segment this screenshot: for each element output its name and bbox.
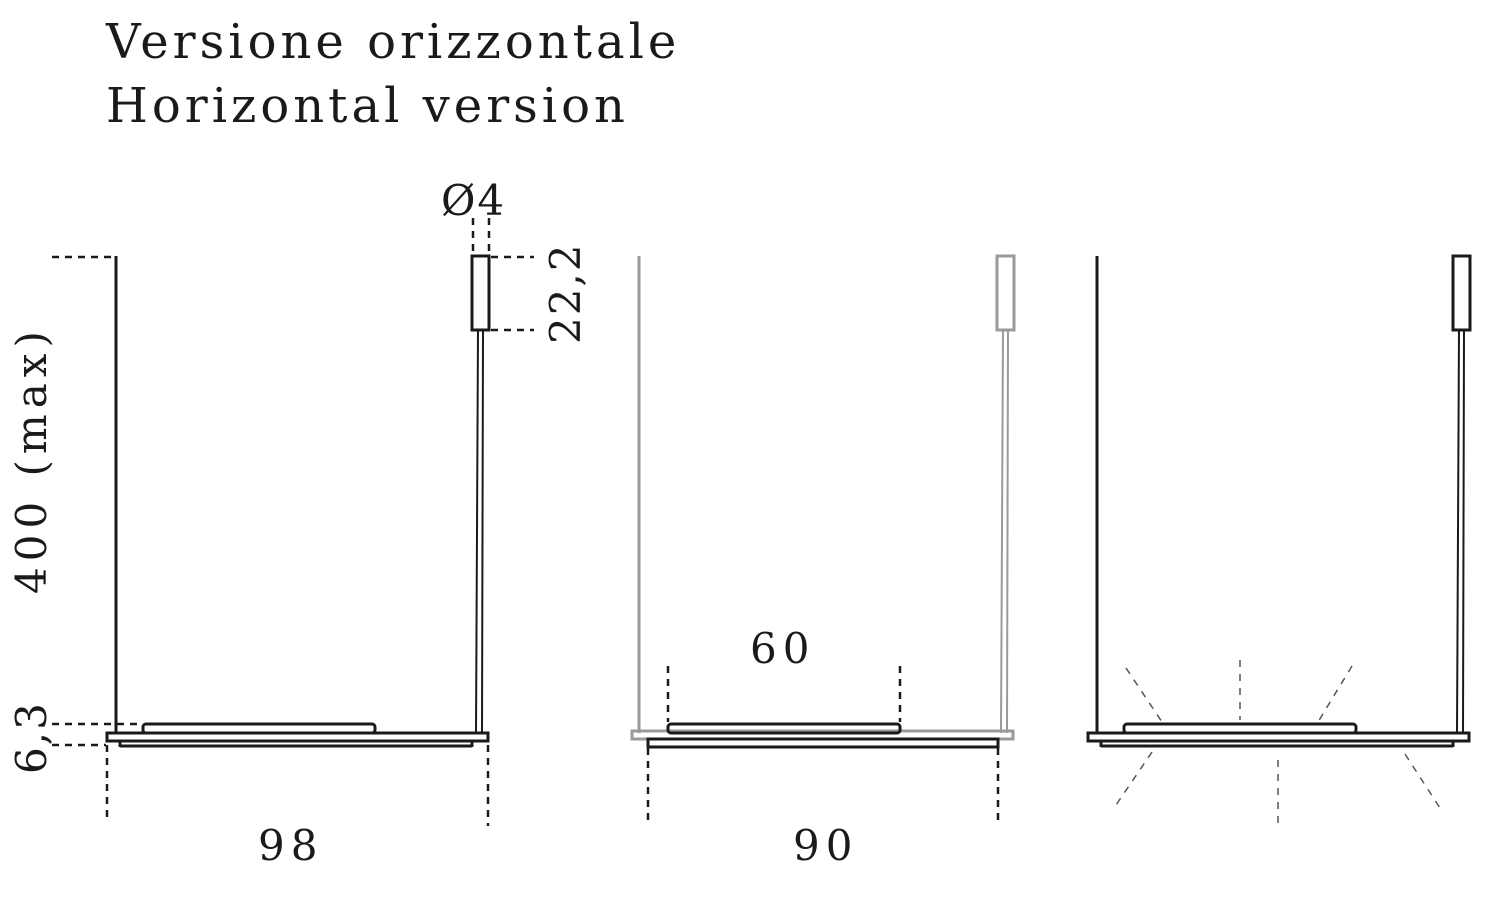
diffuser-width-label: 60 — [750, 624, 815, 673]
left-power-cord — [475, 329, 484, 734]
title-block: Versione orizzontale Horizontal version — [106, 10, 680, 138]
left-view: Ø4 22,2 400 (max) 6,3 98 — [7, 176, 590, 870]
canopy-height-label: 22,2 — [541, 242, 590, 344]
middle-lamp-base — [646, 737, 1000, 749]
left-ceiling-canopy — [470, 254, 491, 332]
width-left-label: 98 — [258, 821, 323, 870]
right-power-cord — [1456, 329, 1465, 734]
right-lamp-body — [1086, 731, 1471, 743]
ray-down-left — [1113, 751, 1153, 809]
title-italian: Versione orizzontale — [106, 14, 681, 70]
ray-up-right — [1317, 665, 1353, 723]
middle-ceiling-canopy — [995, 254, 1016, 332]
height-max-label: 400 (max) — [7, 325, 56, 594]
middle-view: 60 90 — [630, 254, 1016, 870]
right-view — [1086, 254, 1472, 830]
title-english: Horizontal version — [106, 78, 629, 134]
ray-up-left — [1125, 667, 1163, 723]
ray-down-right — [1404, 753, 1441, 809]
middle-power-cord — [1000, 329, 1009, 734]
right-ceiling-canopy — [1451, 254, 1472, 332]
left-lamp-body — [105, 731, 490, 743]
width-middle-label: 90 — [793, 821, 858, 870]
thickness-label: 6,3 — [7, 701, 56, 774]
diameter-label: Ø4 — [441, 176, 506, 225]
light-rays — [1113, 660, 1441, 830]
middle-diffuser — [666, 722, 902, 735]
